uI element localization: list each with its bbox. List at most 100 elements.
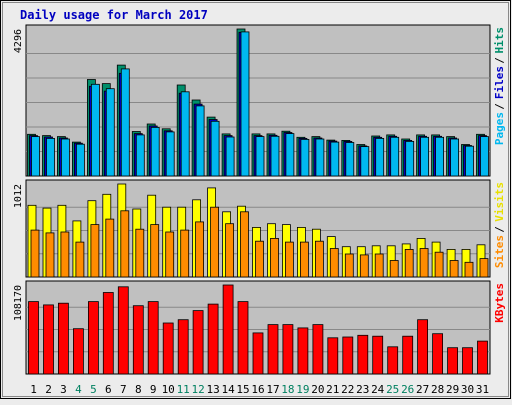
bar-kbytes-day-19 xyxy=(297,327,309,375)
bar-kbytes-day-5 xyxy=(88,301,99,375)
bar-kbytes-day-27 xyxy=(417,319,429,375)
inner-border xyxy=(2,2,509,397)
x-tick-label: 9 xyxy=(150,383,157,396)
bar-pages-day-3 xyxy=(61,138,70,177)
x-tick-label: 21 xyxy=(326,383,339,396)
bar-kbytes-day-3 xyxy=(58,302,69,375)
bar-pages-day-8 xyxy=(135,134,145,177)
bar-pages-day-25 xyxy=(390,136,400,177)
bar-kbytes-day-18 xyxy=(282,324,294,375)
x-axis-labels: 1 2 3 4 5 6 7 8 9 10 11 12 13 14 15 16 17 18 19 20 21 22 23 24 2… xyxy=(30,383,489,396)
legend-kbytes: KBytes xyxy=(493,283,506,323)
bar-pages-day-7 xyxy=(120,68,130,177)
bar-pages-day-18 xyxy=(285,133,295,177)
y-max-label: 108170 xyxy=(13,285,24,321)
bar-kbytes-day-10 xyxy=(162,322,174,375)
bar-pages-day-30 xyxy=(465,145,474,177)
panels: 4296 1012 108170 xyxy=(13,24,491,375)
x-tick-label: 7 xyxy=(120,383,127,396)
bar-kbytes-day-1 xyxy=(28,301,39,375)
x-tick-label: 18 xyxy=(281,383,294,396)
bar-kbytes-day-8 xyxy=(132,305,144,375)
bar-sites-day-6 xyxy=(105,218,115,278)
x-tick-label: 14 xyxy=(221,383,235,396)
legend-separator: / xyxy=(493,103,506,110)
x-tick-label: 31 xyxy=(476,383,489,396)
bar-kbytes-day-17 xyxy=(267,324,279,375)
bar-pages-day-17 xyxy=(270,135,280,177)
panel-kbytes: 108170 xyxy=(13,280,491,375)
bar-kbytes-day-14 xyxy=(222,284,234,375)
bar-pages-day-4 xyxy=(76,143,85,177)
bar-kbytes-day-4 xyxy=(73,328,84,375)
panel-hits-files-pages: 4296 xyxy=(13,24,491,177)
x-tick-label: 20 xyxy=(311,383,324,396)
panel-visits-sites: 1012 xyxy=(13,179,491,278)
bar-kbytes-day-30 xyxy=(462,347,473,375)
bar-sites-day-27 xyxy=(419,248,429,278)
bar-sites-day-21 xyxy=(329,248,339,278)
bar-pages-day-13 xyxy=(210,120,220,177)
x-tick-label: 5 xyxy=(90,383,97,396)
bar-pages-day-6 xyxy=(105,88,115,177)
bar-kbytes-day-28 xyxy=(432,333,444,375)
bar-kbytes-day-12 xyxy=(192,310,204,375)
bar-sites-day-12 xyxy=(195,221,205,278)
bar-sites-day-2 xyxy=(45,232,55,278)
bar-sites-day-20 xyxy=(314,240,324,278)
legend-separator: / xyxy=(493,226,506,233)
x-tick-label: 29 xyxy=(446,383,459,396)
y-max-label: 4296 xyxy=(13,29,24,53)
bar-sites-day-24 xyxy=(374,253,384,278)
x-tick-label: 23 xyxy=(356,383,369,396)
bar-kbytes-day-16 xyxy=(252,332,264,375)
bar-kbytes-day-25 xyxy=(387,346,399,375)
bar-pages-day-22 xyxy=(345,142,355,177)
legend-files: Files xyxy=(493,66,506,99)
x-tick-label: 30 xyxy=(461,383,474,396)
bar-kbytes-day-15 xyxy=(237,301,249,375)
bar-sites-day-14 xyxy=(225,223,235,278)
bar-sites-day-18 xyxy=(284,241,294,278)
x-tick-label: 4 xyxy=(75,383,82,396)
bar-pages-day-12 xyxy=(195,105,205,177)
bar-pages-day-24 xyxy=(375,137,385,177)
bar-kbytes-day-26 xyxy=(402,335,414,375)
bar-kbytes-day-6 xyxy=(102,292,114,375)
bar-sites-day-10 xyxy=(165,231,175,278)
x-tick-label: 8 xyxy=(135,383,142,396)
bar-kbytes-day-29 xyxy=(447,347,459,375)
x-tick-label: 12 xyxy=(191,383,204,396)
legends: Hits / Files / Pages Visits / Sites KBytes xyxy=(493,27,506,323)
legend-hits: Hits xyxy=(493,27,506,54)
bar-pages-day-19 xyxy=(300,138,310,177)
bar-kbytes-day-7 xyxy=(117,286,129,375)
bar-kbytes-day-2 xyxy=(43,304,54,375)
x-tick-label: 17 xyxy=(266,383,279,396)
x-tick-label: 25 xyxy=(386,383,399,396)
bar-sites-day-25 xyxy=(389,260,399,278)
bar-sites-day-30 xyxy=(464,261,474,278)
bar-sites-day-26 xyxy=(404,248,414,278)
bar-pages-day-28 xyxy=(435,136,445,177)
x-tick-label: 11 xyxy=(177,383,190,396)
x-tick-label: 15 xyxy=(236,383,249,396)
bar-sites-day-15 xyxy=(240,211,249,278)
bar-kbytes-day-23 xyxy=(357,334,369,375)
x-tick-label: 1 xyxy=(30,383,37,396)
bar-pages-day-21 xyxy=(330,141,340,177)
bar-kbytes-day-21 xyxy=(327,337,339,375)
bar-kbytes-day-31 xyxy=(477,340,488,375)
bar-sites-day-1 xyxy=(30,229,40,278)
legend-pages: Pages xyxy=(493,112,506,145)
bar-sites-day-23 xyxy=(359,254,369,278)
chart-title: Daily usage for March 2017 xyxy=(20,8,208,22)
bar-sites-day-29 xyxy=(449,260,459,278)
bar-pages-day-23 xyxy=(360,146,370,177)
bar-pages-day-15 xyxy=(240,31,250,177)
bar-pages-day-16 xyxy=(255,136,265,177)
x-tick-label: 26 xyxy=(401,383,414,396)
bar-sites-day-5 xyxy=(90,224,100,278)
bar-sites-day-4 xyxy=(75,241,85,278)
